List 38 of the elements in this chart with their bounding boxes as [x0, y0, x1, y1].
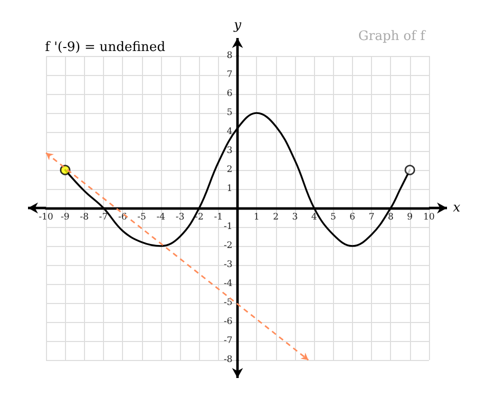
y-tick-label: -4 [224, 279, 233, 289]
x-tick-label: 4 [311, 212, 318, 222]
x-tick-label: -1 [214, 212, 223, 222]
x-tick-label: -8 [80, 212, 89, 222]
y-axis-title: y [232, 18, 242, 33]
x-tick-label: 9 [406, 212, 413, 222]
y-tick-label: 8 [226, 51, 233, 61]
chart-title: f '(-9) = undefined [45, 40, 166, 55]
x-tick-label: -9 [60, 212, 70, 222]
x-axis-title: x [453, 200, 461, 216]
x-tick-label: -2 [194, 212, 204, 222]
x-tick-label: 10 [423, 212, 435, 222]
x-tick-label: 8 [388, 212, 394, 222]
y-tick-label: -2 [224, 241, 232, 251]
x-tick-label: 5 [330, 212, 336, 222]
y-tick-label: 4 [226, 127, 233, 137]
y-tick-label: -3 [224, 260, 233, 270]
x-tick-label: 6 [350, 212, 356, 222]
x-tick-label: 2 [272, 212, 279, 222]
y-tick-label: -6 [224, 317, 233, 327]
y-tick-label: 2 [226, 165, 232, 175]
x-tick-label: 1 [254, 212, 260, 222]
x-tick-label: -5 [137, 212, 146, 222]
text: Graph of f [358, 29, 426, 44]
y-tick-label: -1 [224, 222, 232, 232]
y-tick-label: 3 [226, 146, 233, 156]
x-tick-label: -3 [176, 212, 185, 222]
y-tick-label: -7 [224, 336, 233, 346]
x-tick-label: -7 [99, 212, 108, 222]
y-tick-label: 6 [226, 89, 233, 99]
x-tick-label: 3 [292, 212, 298, 222]
x-tick-label: 7 [368, 212, 375, 222]
x-tick-label: -4 [156, 212, 166, 222]
y-tick-label: 7 [226, 70, 233, 80]
y-tick-label: 1 [226, 184, 232, 194]
y-tick-label: 5 [226, 108, 233, 118]
y-tick-label: -8 [224, 355, 233, 365]
x-tick-label: -10 [38, 212, 54, 222]
